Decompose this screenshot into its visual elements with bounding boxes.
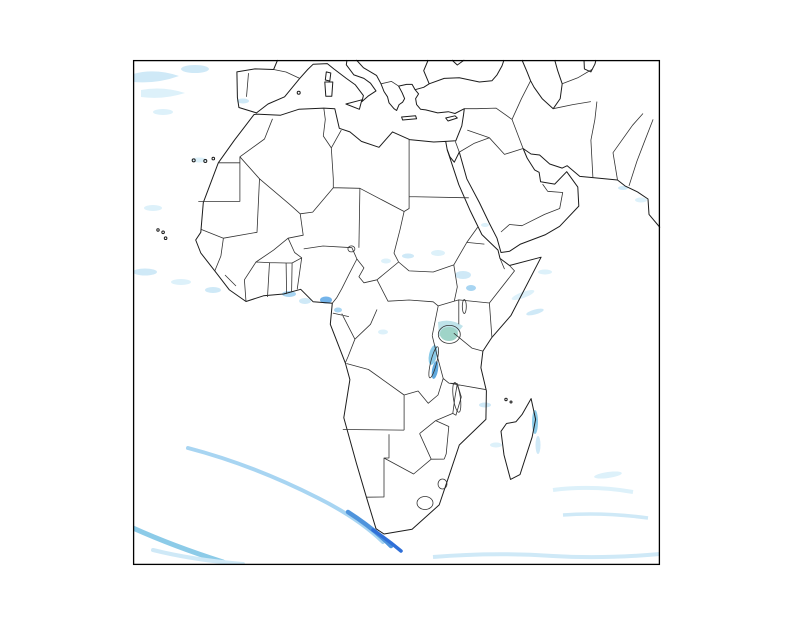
lake-chad <box>347 245 356 253</box>
adriatic-greece-coastline <box>356 59 416 111</box>
lake-victoria <box>437 324 461 344</box>
colorbar <box>698 48 754 593</box>
lesotho-border <box>416 496 434 510</box>
atlantic-islands <box>156 90 513 404</box>
lakes <box>347 245 467 413</box>
eswatini-border <box>437 478 448 490</box>
coastlines <box>195 59 661 535</box>
africa-coastline <box>195 107 542 535</box>
caspian-sea-coastline <box>521 59 563 110</box>
mediterranean-islands <box>324 71 458 122</box>
lake-malawi <box>452 382 462 413</box>
lake-tanganyika <box>428 346 439 379</box>
sinai-coastline <box>446 149 460 163</box>
levant-turkey-coastline <box>414 59 505 142</box>
madagascar-coastline <box>500 398 537 480</box>
iberia-france-italy-coastline <box>236 59 377 114</box>
map-area <box>132 59 661 566</box>
lake-turkana <box>461 299 467 314</box>
rain-patches <box>133 65 660 565</box>
colorbar-canvas <box>698 48 754 593</box>
africa-map-canvas <box>132 59 661 566</box>
arabia-iran-india-coastline <box>458 148 661 253</box>
aral-sea-coastline <box>583 59 597 73</box>
black-sea-west-coast <box>423 59 465 84</box>
country-borders <box>198 68 654 510</box>
map-frame <box>132 59 661 566</box>
